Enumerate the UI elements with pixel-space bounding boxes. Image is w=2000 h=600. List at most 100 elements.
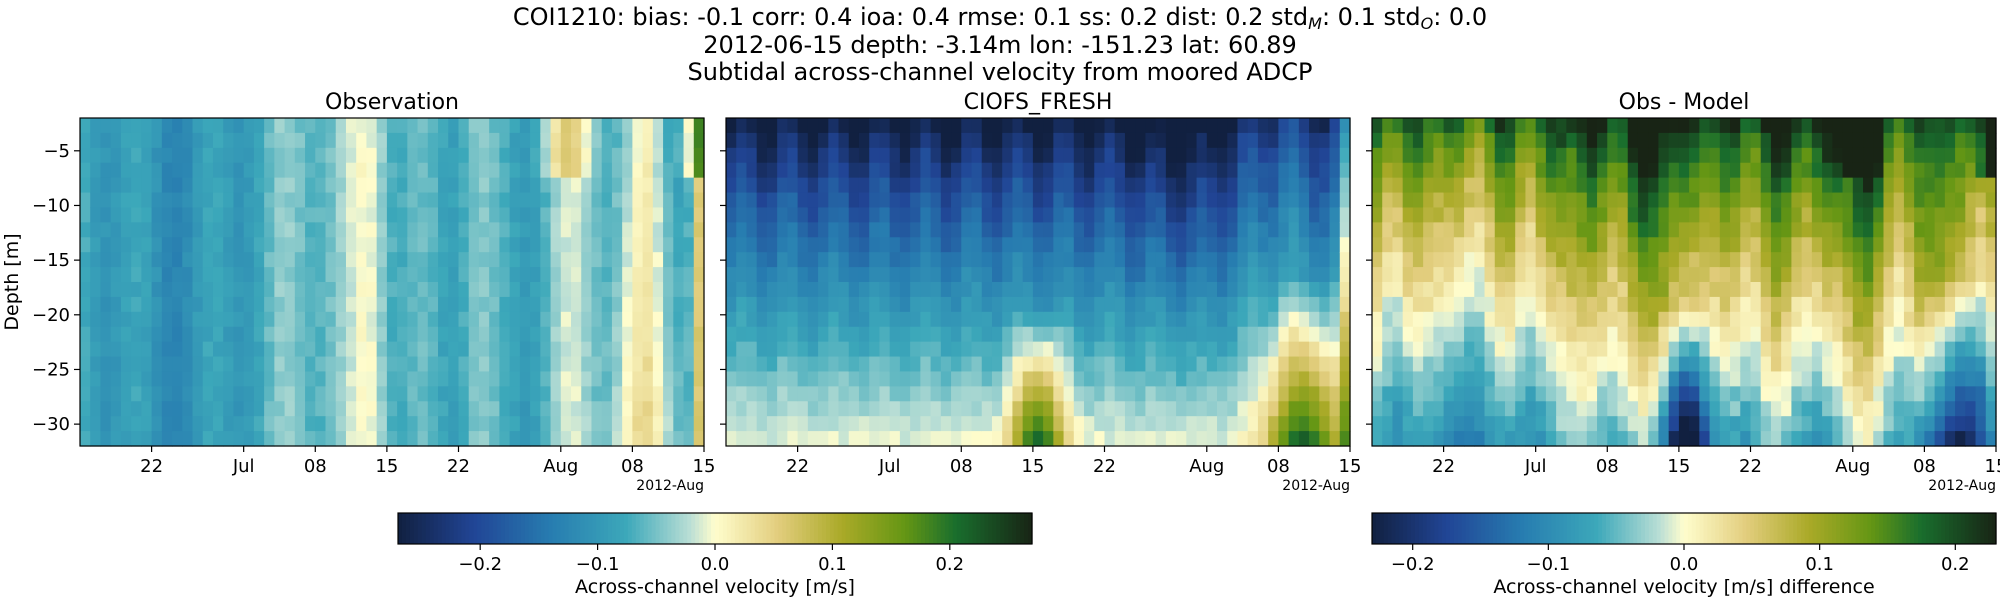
heatmap-cell [530,326,541,343]
heatmap-cell [797,267,809,283]
heatmap-cell [1002,326,1014,343]
heatmap-cell [1914,177,1925,194]
heatmap-cell [366,431,378,447]
heatmap-cell [797,177,809,194]
heatmap-cell [294,162,306,179]
heatmap-cell [1309,252,1320,268]
heatmap-cell [1965,207,1977,223]
heatmap-cell [1012,356,1024,373]
heatmap-cell [828,296,840,313]
heatmap-cell [1484,177,1496,194]
heatmap-cell [1883,296,1895,313]
heatmap-cell [386,386,398,402]
heatmap-cell [838,356,850,373]
heatmap-cell [335,222,347,238]
heatmap-cell [1372,416,1383,432]
heatmap-cell [1832,326,1844,343]
heatmap-cell [818,296,829,313]
heatmap-cell [1576,222,1588,238]
heatmap-cell [1556,237,1567,253]
heatmap-cell [1730,267,1741,283]
heatmap-cell [100,282,112,298]
heatmap-cell [1012,282,1024,298]
heatmap-cell [274,386,286,402]
heatmap-cell [90,356,102,373]
colorbar-segment [948,513,954,544]
heatmap-cell [571,386,582,402]
x-tick-label: Jul [232,456,255,477]
heatmap-cell [1196,222,1208,238]
heatmap-cell [1237,341,1249,358]
heatmap-cell [1494,311,1506,328]
heatmap-cell [1257,386,1269,402]
heatmap-cell [448,177,460,194]
heatmap-cell [448,371,460,387]
heatmap-cell [172,207,183,223]
heatmap-cell [1073,416,1085,432]
heatmap-cell [1760,416,1772,432]
heatmap-cell [489,401,501,417]
x-offset-label: 2012-Aug [636,478,704,494]
colorbar-segment [631,513,637,544]
heatmap-cell [1944,311,1956,328]
heatmap-cell [1576,118,1588,134]
heatmap-cell [1278,267,1290,283]
heatmap-cell [1873,282,1885,298]
heatmap-cell [807,282,819,298]
heatmap-cell [1535,401,1547,417]
heatmap-cell [1186,401,1198,417]
heatmap-cell [345,326,357,343]
heatmap-cell [110,401,122,417]
heatmap-cell [468,356,480,373]
heatmap-cell [746,341,758,358]
heatmap-cell [632,341,644,358]
heatmap-cell [1412,252,1424,268]
heatmap-cell [1617,162,1629,179]
heatmap-cell [1893,296,1905,313]
heatmap-cell [519,147,531,164]
colorbar-segment [1547,513,1552,544]
heatmap-cell [1781,207,1793,223]
heatmap-cell [294,371,306,387]
heatmap-cell [971,222,983,238]
heatmap-cell [294,326,306,343]
heatmap-cell [1791,416,1803,432]
heatmap-cell [325,252,337,268]
heatmap-cell [284,252,296,268]
heatmap-cell [1719,401,1731,417]
heatmap-cell [1586,296,1598,313]
heatmap-cell [807,326,819,343]
heatmap-cell [611,326,623,343]
heatmap-cell [818,222,829,238]
heatmap-cell [315,386,327,402]
heatmap-cell [1556,326,1567,343]
colorbar-segment [825,513,831,544]
heatmap-cell [80,371,91,387]
heatmap-cell [131,431,142,447]
heatmap-cell [1873,326,1885,343]
heatmap-cell [899,356,911,373]
heatmap-cell [550,416,562,432]
heatmap-cell [1053,341,1065,358]
heatmap-cell [1433,371,1445,387]
heatmap-cell [693,311,705,328]
heatmap-cell [305,177,316,194]
heatmap-cell [601,177,613,194]
heatmap-cell [1114,118,1126,134]
heatmap-cell [693,162,705,179]
heatmap-cell [1372,207,1383,223]
heatmap-cell [1914,282,1925,298]
heatmap-cell [663,118,674,134]
heatmap-cell [1924,416,1936,432]
colorbar-label: Across-channel velocity [m/s] [575,576,855,598]
colorbar-segment [611,513,617,544]
heatmap-cell [1032,371,1044,387]
heatmap-cell [1392,192,1404,209]
heatmap-cell [284,162,296,179]
heatmap-cell [509,237,521,253]
heatmap-cell [1186,296,1198,313]
heatmap-cell [1504,282,1516,298]
heatmap-cell [1566,192,1578,209]
heatmap-cell [212,416,224,432]
heatmap-cell [1627,341,1639,358]
